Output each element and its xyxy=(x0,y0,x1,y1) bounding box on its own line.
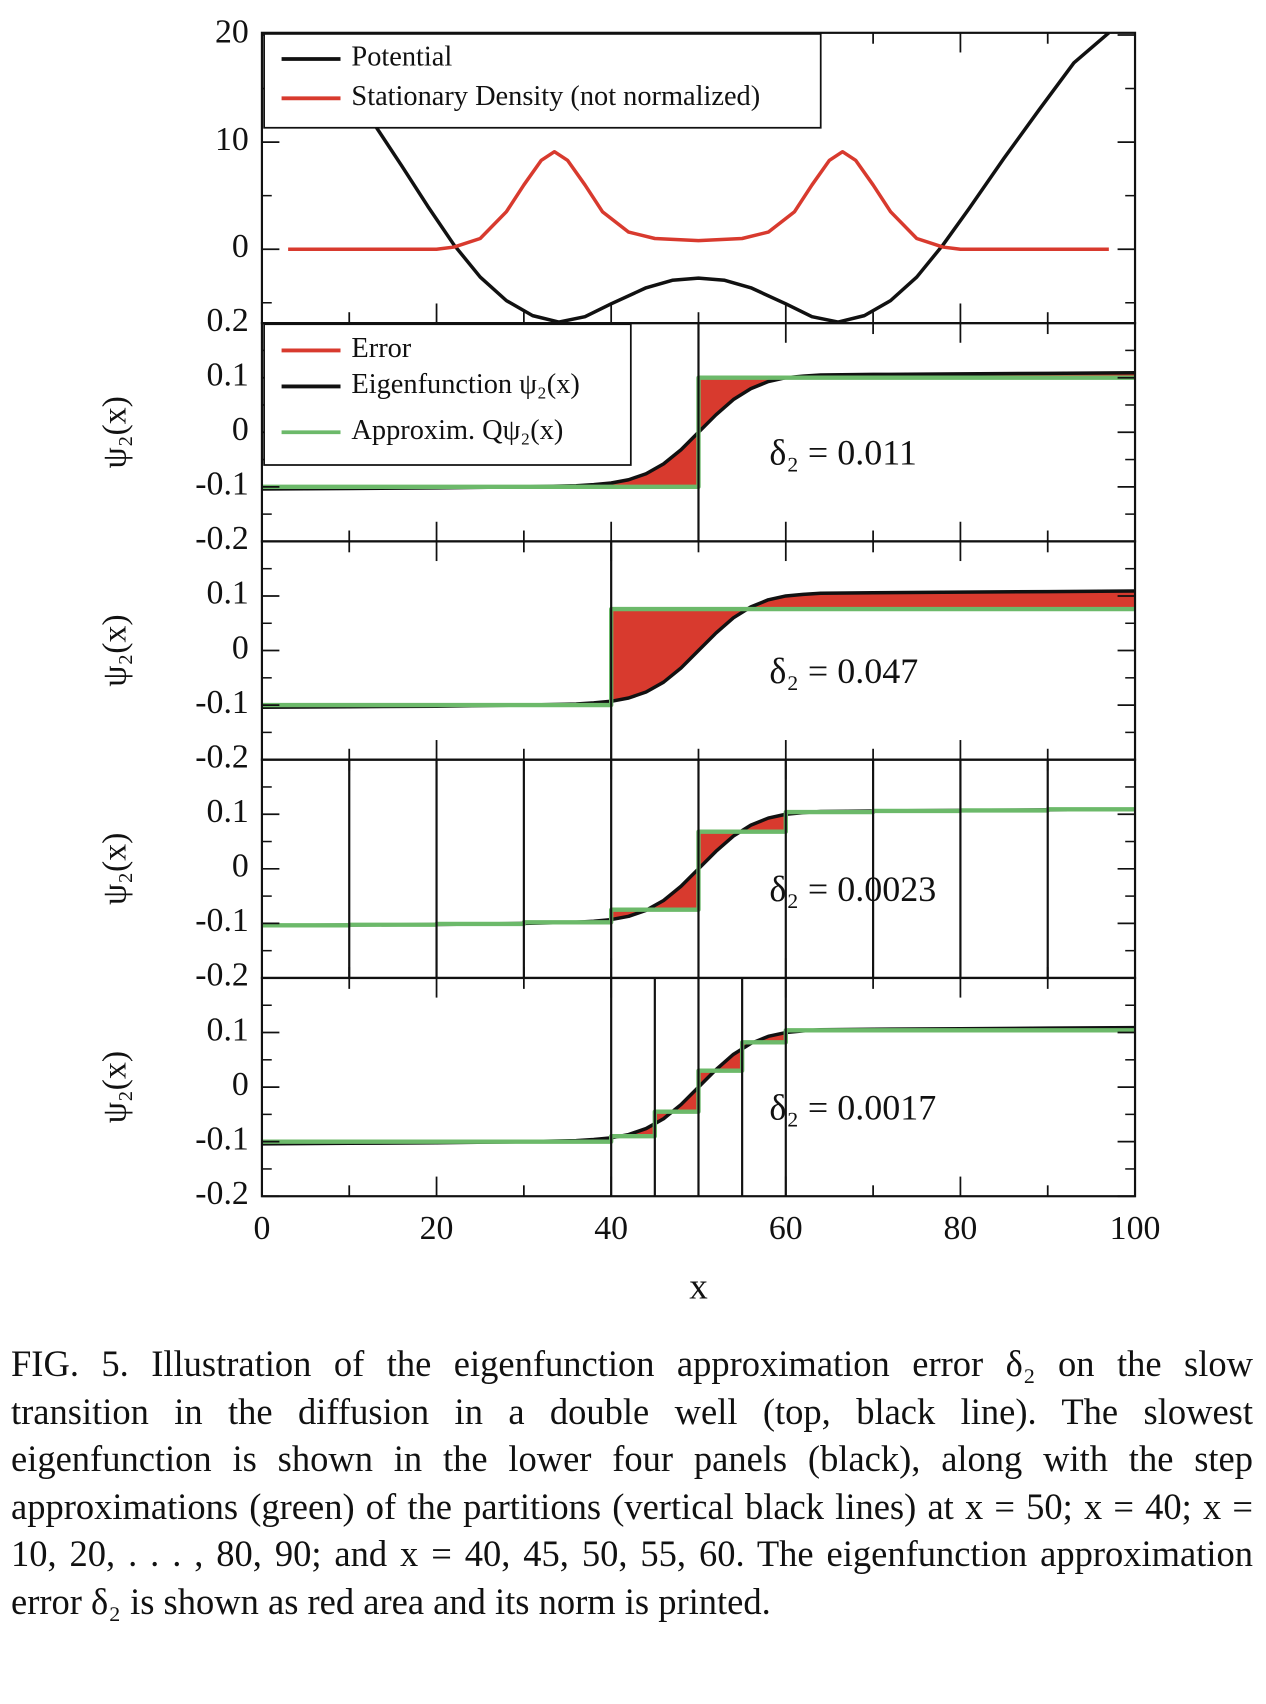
y-tick-label: 0.1 xyxy=(207,1011,249,1048)
delta-annotation: δ₂ = 0.011 xyxy=(769,433,916,473)
legend-box xyxy=(263,33,822,129)
y-tick-label: -0.2 xyxy=(195,1175,249,1212)
y-tick-label: 0 xyxy=(232,629,249,666)
y-tick-label: 0 xyxy=(232,411,249,448)
y-axis-label: ψ₂(x) xyxy=(97,833,134,905)
x-axis-label: x xyxy=(689,1267,708,1308)
delta-annotation: δ₂ = 0.0023 xyxy=(769,869,936,909)
plot-area xyxy=(261,589,1136,710)
caption: FIG. 5. Illustration of the eigenfunctio… xyxy=(11,1343,1253,1622)
legend-box xyxy=(263,323,632,466)
y-tick-label: -0.1 xyxy=(195,684,249,721)
legend-label: Eigenfunction ψ₂(x) xyxy=(351,369,579,400)
x-tick-label: 40 xyxy=(594,1210,628,1247)
y-tick-label: 0 xyxy=(232,848,249,885)
y-tick-label: -0.2 xyxy=(195,520,249,557)
delta-annotation: δ₂ = 0.047 xyxy=(769,651,918,691)
y-tick-label: 10 xyxy=(215,121,249,158)
x-tick-label: 0 xyxy=(253,1210,270,1247)
y-tick-label: -0.2 xyxy=(195,738,249,775)
y-tick-label: 0.2 xyxy=(207,302,249,339)
chart: 0 10 20 Potential Stationary Density (not no… xyxy=(97,14,1161,1308)
y-tick-label: 0.1 xyxy=(207,575,249,612)
x-tick-label: 80 xyxy=(943,1210,977,1247)
y-axis-label: ψ₂(x) xyxy=(97,396,134,468)
legend-label: Error xyxy=(351,333,411,364)
y-tick-label: 0 xyxy=(232,1066,249,1103)
y-tick-label: 0 xyxy=(232,228,249,265)
y-tick-label: -0.1 xyxy=(195,902,249,939)
y-axis-label: ψ₂(x) xyxy=(97,614,134,686)
legend-label: Approxim. Qψ₂(x) xyxy=(351,415,563,446)
y-tick-label: -0.1 xyxy=(195,1120,249,1157)
y-axis-label: ψ₂(x) xyxy=(97,1051,134,1123)
series-line xyxy=(288,149,1109,251)
delta-annotation: δ₂ = 0.0017 xyxy=(769,1087,936,1127)
legend-label: Stationary Density (not normalized) xyxy=(351,81,760,112)
y-tick-label: -0.2 xyxy=(195,957,249,994)
x-tick-label: 100 xyxy=(1110,1210,1161,1247)
y-tick-label: 0.1 xyxy=(207,356,249,393)
series-line xyxy=(373,32,1110,324)
x-tick-label: 20 xyxy=(420,1210,454,1247)
plot-area xyxy=(288,32,1110,324)
x-tick-label: 60 xyxy=(769,1210,803,1247)
y-tick-label: 20 xyxy=(215,14,249,51)
legend-label: Potential xyxy=(351,42,452,73)
y-tick-label: -0.1 xyxy=(195,466,249,503)
y-tick-label: 0.1 xyxy=(207,793,249,830)
